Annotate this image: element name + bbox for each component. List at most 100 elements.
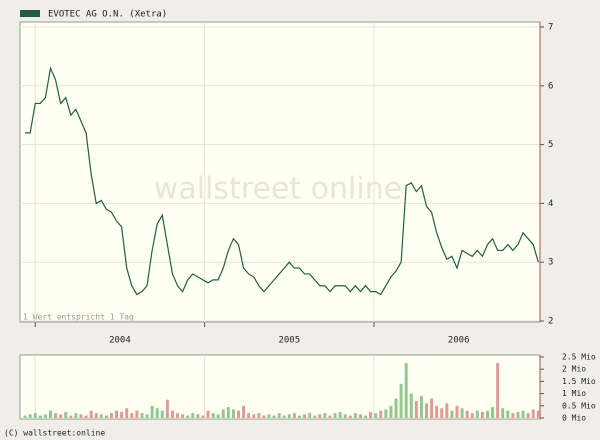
volume-bar (389, 405, 393, 418)
volume-bar (491, 407, 495, 418)
volume-bar (160, 410, 164, 418)
volume-bar (435, 405, 439, 418)
watermark: wallstreet online (154, 172, 402, 207)
y-tick-label: 2.5 Mio (562, 353, 596, 362)
volume-bar (292, 413, 296, 418)
volume-bar (369, 411, 373, 418)
volume-bar (328, 415, 332, 418)
volume-bar (176, 413, 180, 418)
volume-bar (308, 413, 312, 418)
volume-bar (348, 415, 352, 418)
volume-bar (277, 413, 281, 418)
volume-bar (267, 414, 271, 418)
volume-bar (155, 408, 159, 418)
volume-bar (338, 411, 342, 418)
volume-bar (475, 410, 479, 418)
volume-bar (79, 414, 83, 418)
volume-bar (150, 405, 154, 418)
y-tick-label: 3 (548, 258, 553, 268)
volume-bar (409, 393, 413, 418)
volume-bar (516, 411, 520, 418)
volume-bar (54, 413, 58, 418)
y-tick-label: 0 Mio (562, 414, 586, 423)
y-tick-label: 2 (548, 317, 553, 327)
legend-swatch (20, 10, 40, 17)
y-tick-label: 4 (548, 199, 553, 209)
volume-bar (231, 409, 235, 418)
volume-bar (287, 414, 291, 418)
volume-bar (211, 413, 215, 418)
volume-bar (191, 413, 195, 418)
price-plot (19, 21, 541, 323)
volume-bar (216, 414, 220, 418)
volume-bar (470, 413, 474, 418)
y-tick-label: 0.5 Mio (562, 401, 596, 410)
volume-bar (135, 410, 139, 418)
volume-bar (23, 415, 27, 418)
volume-bar (74, 413, 78, 418)
volume-bar (364, 415, 368, 418)
volume-bar (140, 413, 144, 418)
volume-bar (313, 415, 317, 418)
volume-bar (531, 409, 535, 418)
y-tick-label: 1.5 Mio (562, 377, 596, 386)
volume-bar (196, 414, 200, 418)
volume-bar (353, 413, 357, 418)
volume-bar (450, 410, 454, 418)
volume-bar (272, 415, 276, 418)
volume-bar (419, 396, 423, 418)
volume-bar (59, 414, 63, 418)
volume-bar (414, 400, 418, 418)
volume-bar (318, 414, 322, 418)
volume-bar (455, 405, 459, 418)
volume-bar (399, 383, 403, 418)
volume-bar (125, 408, 129, 418)
volume-bar (323, 413, 327, 418)
volume-bar (343, 414, 347, 418)
volume-bar (165, 399, 169, 418)
volume-bar (38, 415, 42, 418)
y-tick-label: 7 (548, 23, 553, 33)
volume-bar (485, 410, 489, 418)
y-tick-label: 5 (548, 140, 553, 150)
volume-bar (120, 411, 124, 418)
volume-bar (130, 413, 134, 418)
volume-bar (521, 410, 525, 418)
volume-bar (379, 410, 383, 418)
volume-bar (43, 414, 47, 418)
y-tick-label: 1 Mio (562, 389, 586, 398)
volume-bar (536, 410, 540, 418)
volume-bar (394, 398, 398, 418)
footer: (C) wallstreet:online (4, 429, 105, 438)
volume-bar (303, 414, 307, 418)
volume-bar (115, 410, 119, 418)
volume-bar (496, 363, 500, 418)
volume-bar (186, 415, 190, 418)
volume-bar (206, 410, 210, 418)
volume-plot (19, 354, 541, 420)
volume-bar (28, 414, 32, 418)
volume-bar (404, 363, 408, 418)
volume-bar (252, 414, 256, 418)
volume-bar (84, 415, 88, 418)
volume-bar (460, 408, 464, 418)
x-tick-label: 2005 (278, 336, 300, 346)
volume-bar (297, 415, 301, 418)
volume-bar (64, 411, 68, 418)
x-tick-label: 2004 (109, 336, 131, 346)
volume-bar (480, 411, 484, 418)
volume-bar (89, 410, 93, 418)
volume-bar (526, 413, 530, 418)
volume-bar (145, 414, 149, 418)
volume-bar (440, 408, 444, 418)
volume-bar (242, 405, 246, 418)
volume-bar (94, 413, 98, 418)
volume-bar (430, 398, 434, 418)
volume-bar (358, 414, 362, 418)
volume-bar (445, 403, 449, 418)
legend-label: EVOTEC AG O.N. (Xetra) (48, 10, 167, 20)
volume-bar (104, 415, 108, 418)
volume-bar (33, 413, 37, 418)
volume-bar (237, 410, 241, 418)
